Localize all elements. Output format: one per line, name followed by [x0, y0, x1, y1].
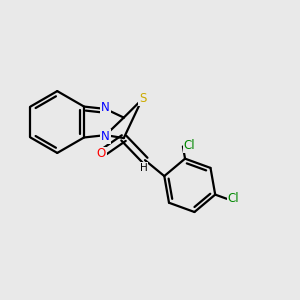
- Text: O: O: [97, 148, 106, 160]
- Text: Cl: Cl: [227, 192, 239, 205]
- Text: Cl: Cl: [184, 140, 195, 152]
- Text: N: N: [101, 101, 110, 114]
- Text: S: S: [139, 92, 146, 105]
- Text: H: H: [140, 163, 147, 173]
- Text: N: N: [101, 130, 110, 143]
